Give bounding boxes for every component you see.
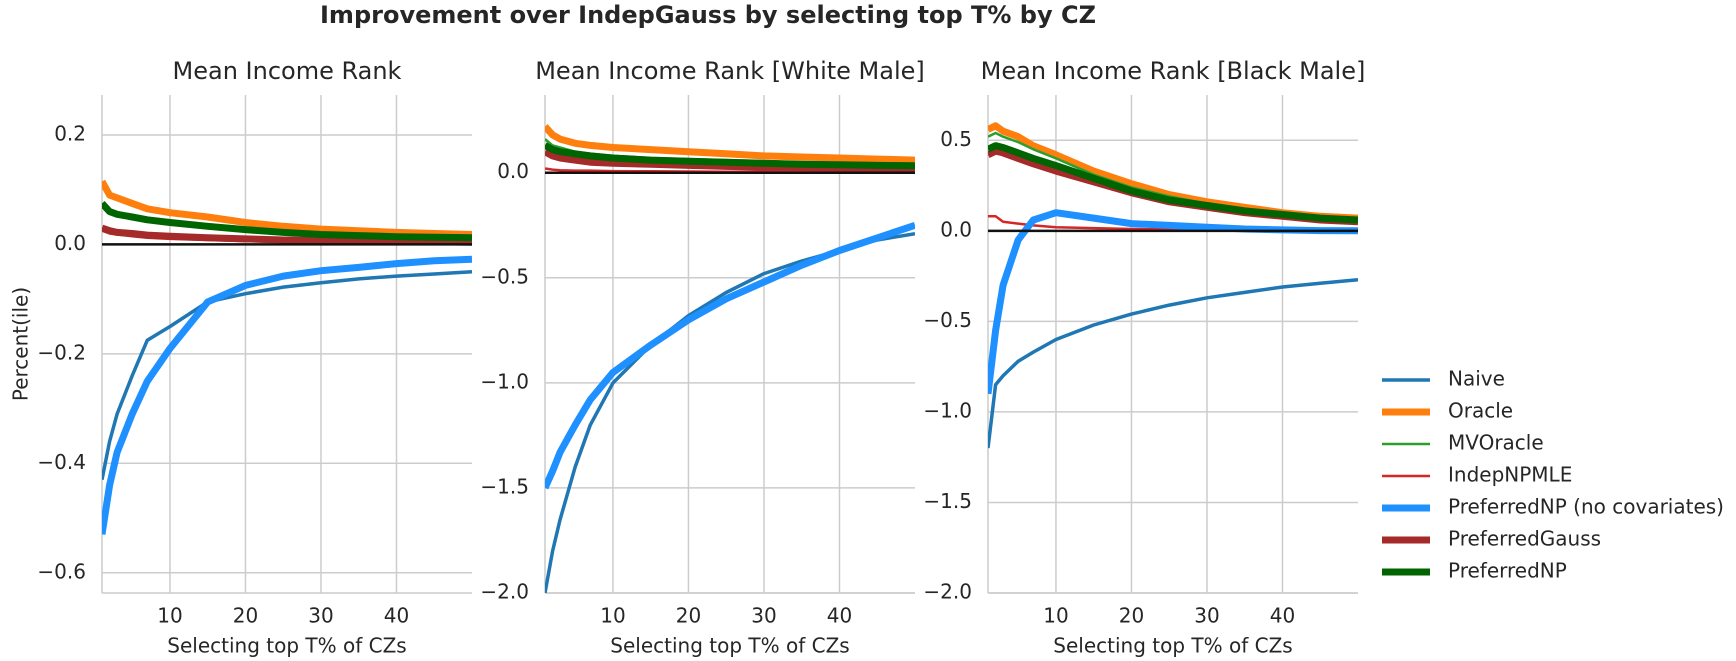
legend-label: IndepNPMLE [1448,463,1572,487]
y-tick-label: −1.0 [923,398,972,422]
y-tick-label: −0.5 [923,308,972,332]
y-tick-label: −1.0 [480,369,529,393]
legend-label: Naive [1448,367,1505,391]
y-tick-label: −0.6 [37,559,86,583]
y-axis-label: Percent(ile) [9,287,33,401]
legend-label: PreferredNP (no covariates) [1448,495,1724,519]
x-axis-label: Selecting top T% of CZs [1053,634,1292,658]
x-tick-label: 10 [1043,604,1068,628]
panel-title: Mean Income Rank [Black Male] [981,57,1366,85]
x-tick-label: 40 [384,604,409,628]
series-line [102,270,472,481]
x-tick-label: 20 [676,604,701,628]
y-tick-label: 0.0 [940,217,972,241]
x-tick-label: 40 [827,604,852,628]
series-line [102,179,472,238]
series-line [988,142,1358,224]
y-tick-label: −0.4 [37,450,86,474]
series-line [102,255,472,535]
legend-label: PreferredGauss [1448,527,1601,551]
y-tick-label: −2.0 [923,580,972,604]
y-tick-label: −0.5 [480,264,529,288]
series-line [545,142,915,170]
x-axis-label: Selecting top T% of CZs [167,634,406,658]
x-tick-label: 10 [157,604,182,628]
series-line [102,224,472,246]
x-tick-label: 20 [233,604,258,628]
series-line [102,201,472,242]
series-line [988,277,1358,449]
legend-label: PreferredNP [1448,559,1567,583]
y-tick-label: 0.5 [940,127,972,151]
x-tick-label: 40 [1270,604,1295,628]
x-tick-label: 30 [751,604,776,628]
x-tick-label: 30 [1194,604,1219,628]
y-tick-label: −2.0 [480,580,529,604]
x-tick-label: 20 [1119,604,1144,628]
panel-title: Mean Income Rank [173,57,402,85]
x-tick-label: 10 [600,604,625,628]
legend-label: MVOracle [1448,431,1544,455]
series-line [545,124,915,164]
panel-title: Mean Income Rank [White Male] [535,57,925,85]
y-tick-label: 0.0 [54,231,86,255]
series-line [545,221,915,490]
y-tick-label: 0.0 [497,159,529,183]
x-tick-label: 30 [308,604,333,628]
y-tick-label: −1.5 [480,474,529,498]
series-line [545,231,915,593]
legend-label: Oracle [1448,399,1513,423]
y-tick-label: −1.5 [923,489,972,513]
figure-title: Improvement over IndepGauss by selecting… [320,1,1096,29]
x-axis-label: Selecting top T% of CZs [610,634,849,658]
y-tick-label: −0.2 [37,340,86,364]
y-tick-label: 0.2 [54,121,86,145]
